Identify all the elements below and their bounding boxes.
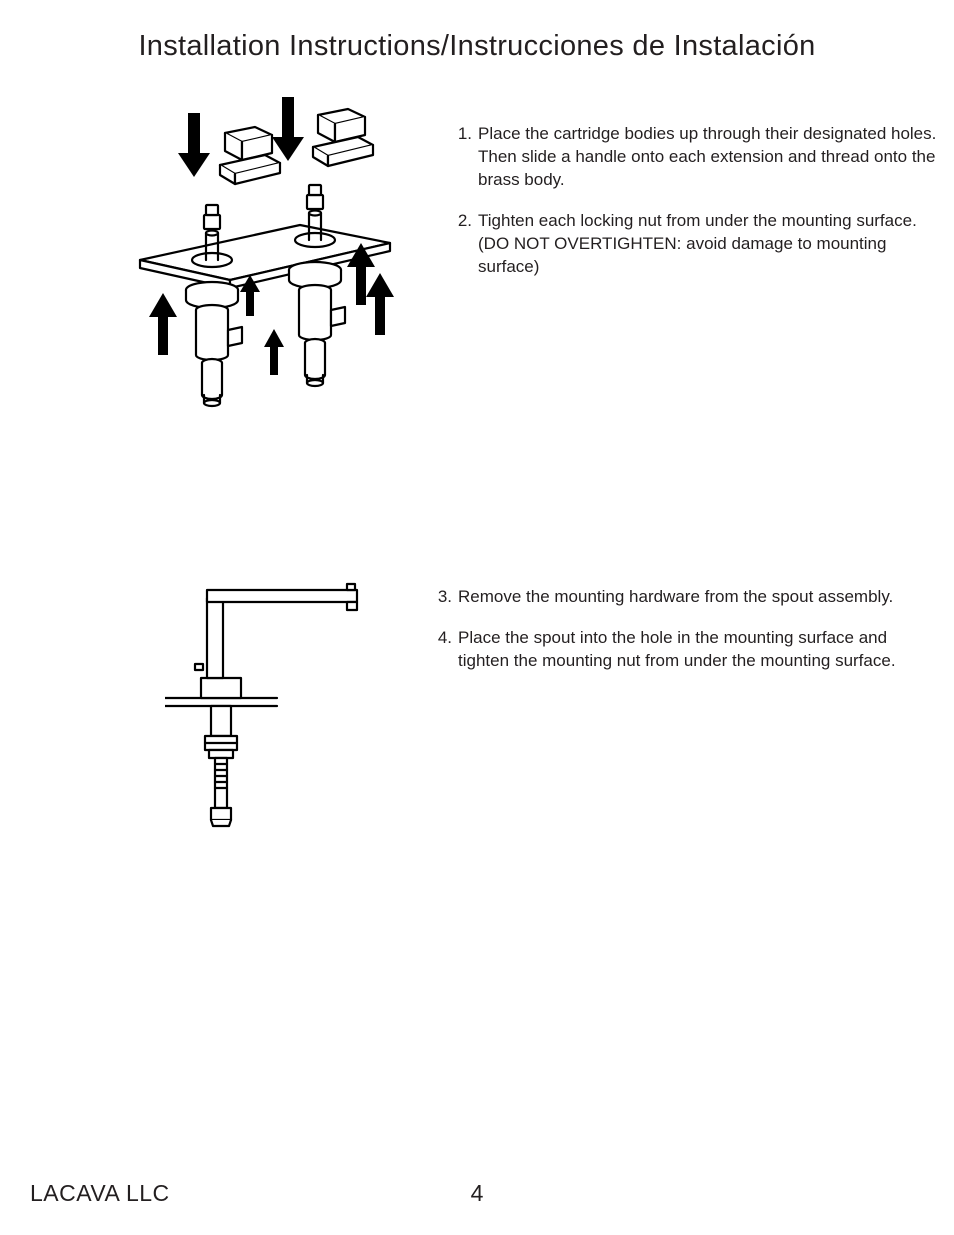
section-1: 1. Place the cartridge bodies up through… [0,95,954,435]
footer-page-number: 4 [0,1180,954,1207]
cartridge-diagram-svg [120,95,400,435]
step-text: Tighten each locking nut from under the … [478,210,940,279]
step-text: Place the spout into the hole in the mou… [458,627,940,673]
figure-spout [165,578,365,838]
section-2: 3. Remove the mounting hardware from the… [0,578,954,838]
instructions-2: 3. Remove the mounting hardware from the… [430,586,940,691]
step-number: 1. [450,123,478,192]
step-text: Remove the mounting hardware from the sp… [458,586,940,609]
step-text: Place the cartridge bodies up through th… [478,123,940,192]
page: Installation Instructions/Instrucciones … [0,0,954,1235]
step-3: 3. Remove the mounting hardware from the… [430,586,940,609]
step-1: 1. Place the cartridge bodies up through… [450,123,940,192]
step-number: 3. [430,586,458,609]
step-4: 4. Place the spout into the hole in the … [430,627,940,673]
figure-cartridge-bodies [120,95,400,435]
step-2: 2. Tighten each locking nut from under t… [450,210,940,279]
spout-diagram-svg [165,578,365,838]
page-title: Installation Instructions/Instrucciones … [0,30,954,63]
step-number: 2. [450,210,478,279]
step-number: 4. [430,627,458,673]
instructions-1: 1. Place the cartridge bodies up through… [450,123,940,297]
